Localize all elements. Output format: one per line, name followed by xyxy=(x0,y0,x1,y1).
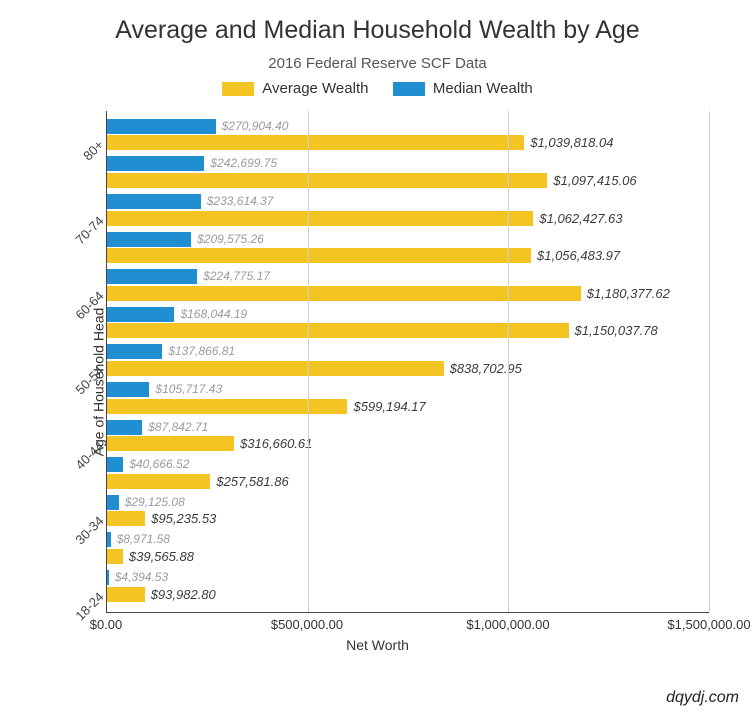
bar-label-median: $242,699.75 xyxy=(210,156,277,170)
bar-row: $224,775.17$1,180,377.6260-64 xyxy=(107,267,709,305)
bar-label-average: $93,982.80 xyxy=(151,587,216,602)
legend-label-median: Median Wealth xyxy=(433,80,533,97)
bar-label-median: $224,775.17 xyxy=(203,269,270,283)
bar-label-median: $209,575.26 xyxy=(197,232,264,246)
bar-label-average: $257,581.86 xyxy=(216,474,288,489)
bar-median xyxy=(107,420,142,435)
bar-row: $29,125.08$95,235.5330-34 xyxy=(107,493,709,531)
bar-row: $242,699.75 $1,097,415.06 xyxy=(107,154,709,192)
bar-average xyxy=(107,549,123,564)
y-tick: 30-34 xyxy=(72,514,106,548)
bar-median xyxy=(107,532,111,547)
bar-median xyxy=(107,119,216,134)
bar-label-median: $270,904.40 xyxy=(222,119,289,133)
bar-row: $4,394.53$93,982.8018-24 xyxy=(107,568,709,606)
bar-row: $168,044.19 $1,150,037.78 xyxy=(107,305,709,343)
bar-average xyxy=(107,436,234,451)
bar-label-average: $1,150,037.78 xyxy=(575,323,658,338)
plot-area: $270,904.40$1,039,818.0480+$242,699.75$1… xyxy=(106,111,709,613)
bar-label-average: $95,235.53 xyxy=(151,511,216,526)
bar-label-average: $1,180,377.62 xyxy=(587,286,670,301)
bar-label-average: $1,097,415.06 xyxy=(553,173,636,188)
bar-label-average: $838,702.95 xyxy=(450,361,522,376)
bar-median xyxy=(107,495,119,510)
legend-swatch-median xyxy=(393,82,425,96)
x-tick: $1,500,000.00 xyxy=(667,617,750,632)
legend-swatch-average xyxy=(222,82,254,96)
bar-median xyxy=(107,194,201,209)
bar-median xyxy=(107,570,109,585)
y-tick: 80+ xyxy=(80,137,106,163)
bar-average xyxy=(107,399,347,414)
bar-average xyxy=(107,248,531,263)
legend-item-average: Average Wealth xyxy=(222,80,368,97)
bar-median xyxy=(107,269,197,284)
grid-line xyxy=(308,111,309,612)
y-tick: 70-74 xyxy=(72,213,106,247)
bar-label-average: $39,565.88 xyxy=(129,549,194,564)
bar-label-median: $8,971.58 xyxy=(117,532,170,546)
legend: Average Wealth Median Wealth xyxy=(18,80,737,101)
bar-label-average: $1,039,818.04 xyxy=(530,135,613,150)
bar-rows: $270,904.40$1,039,818.0480+$242,699.75$1… xyxy=(107,117,709,606)
chart-subtitle: 2016 Federal Reserve SCF Data xyxy=(18,55,737,72)
bar-row: $209,575.26 $1,056,483.97 xyxy=(107,229,709,267)
bar-median xyxy=(107,382,149,397)
bar-average xyxy=(107,587,145,602)
bar-label-average: $599,194.17 xyxy=(353,399,425,414)
bar-average xyxy=(107,135,524,150)
x-ticks: $0.00$500,000.00$1,000,000.00$1,500,000.… xyxy=(106,613,709,635)
legend-item-median: Median Wealth xyxy=(393,80,533,97)
bar-row: $87,842.71$316,660.6140-44 xyxy=(107,417,709,455)
bar-row: $8,971.58 $39,565.88 xyxy=(107,530,709,568)
grid-line xyxy=(508,111,509,612)
credit: dqydj.com xyxy=(666,689,739,707)
legend-label-average: Average Wealth xyxy=(262,80,368,97)
bar-average xyxy=(107,286,581,301)
bar-label-median: $233,614.37 xyxy=(207,194,274,208)
x-tick: $1,000,000.00 xyxy=(466,617,549,632)
x-axis-title: Net Worth xyxy=(18,637,737,653)
bar-average xyxy=(107,211,533,226)
bar-label-median: $87,842.71 xyxy=(148,420,208,434)
chart-title: Average and Median Household Wealth by A… xyxy=(18,16,737,45)
bar-average xyxy=(107,361,444,376)
bar-median xyxy=(107,307,174,322)
bar-average xyxy=(107,511,145,526)
bar-average xyxy=(107,474,210,489)
wealth-by-age-chart: Average and Median Household Wealth by A… xyxy=(0,0,755,715)
bar-row: $233,614.37$1,062,427.6370-74 xyxy=(107,192,709,230)
bar-row: $40,666.52 $257,581.86 xyxy=(107,455,709,493)
bar-label-median: $29,125.08 xyxy=(125,495,185,509)
bar-label-average: $1,062,427.63 xyxy=(539,211,622,226)
bar-average xyxy=(107,323,569,338)
bar-row: $105,717.43 $599,194.17 xyxy=(107,380,709,418)
bar-label-median: $40,666.52 xyxy=(129,457,189,471)
bar-median xyxy=(107,232,191,247)
bar-median xyxy=(107,344,162,359)
bar-label-median: $4,394.53 xyxy=(115,570,168,584)
bar-row: $270,904.40$1,039,818.0480+ xyxy=(107,117,709,155)
bar-label-median: $105,717.43 xyxy=(155,382,222,396)
grid-line xyxy=(709,111,710,612)
x-tick: $500,000.00 xyxy=(271,617,343,632)
bar-label-average: $316,660.61 xyxy=(240,436,312,451)
bar-median xyxy=(107,156,204,171)
bar-average xyxy=(107,173,547,188)
bar-row: $137,866.81$838,702.9550-54 xyxy=(107,342,709,380)
x-tick: $0.00 xyxy=(90,617,123,632)
bar-median xyxy=(107,457,123,472)
bar-label-median: $137,866.81 xyxy=(168,344,235,358)
bar-label-average: $1,056,483.97 xyxy=(537,248,620,263)
bar-label-median: $168,044.19 xyxy=(180,307,247,321)
